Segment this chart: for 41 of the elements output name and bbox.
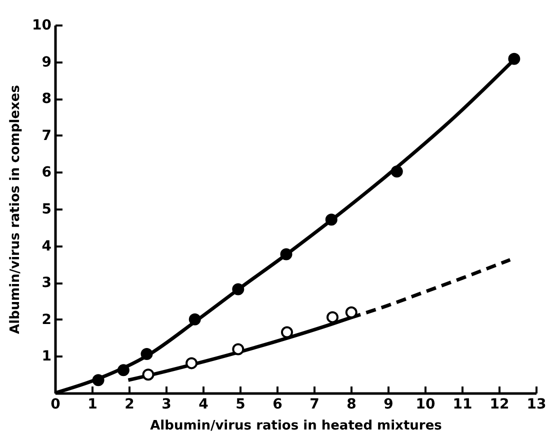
- point: [508, 52, 520, 65]
- x-tick-label: 0: [50, 396, 61, 412]
- x-tick-label: 3: [162, 396, 172, 412]
- y-tick-label: 9: [42, 54, 52, 70]
- x-tick-label: 9: [384, 396, 394, 412]
- y-tick-label: 3: [42, 275, 52, 292]
- point: [117, 364, 130, 376]
- point: [232, 343, 244, 356]
- y-tick-label: 4: [42, 238, 52, 254]
- x-tick-label: 4: [198, 396, 209, 412]
- x-tick-label: 10: [416, 396, 436, 412]
- point: [186, 357, 198, 370]
- point: [232, 283, 244, 296]
- y-axis-title: Albumin/virus ratios in complexes: [8, 84, 24, 334]
- x-tick-label: 1: [88, 396, 98, 412]
- point: [92, 374, 104, 386]
- point: [140, 348, 153, 360]
- x-tick-label: 12: [490, 396, 510, 412]
- point: [280, 326, 293, 338]
- point: [345, 306, 358, 318]
- y-tick-label: 7: [42, 128, 52, 144]
- y-tick-label: 8: [42, 91, 52, 108]
- x-tick-label: 6: [272, 396, 282, 412]
- point: [326, 311, 338, 324]
- point: [325, 214, 338, 226]
- point: [390, 165, 403, 178]
- y-tick-label: 1: [42, 348, 52, 365]
- point: [142, 368, 154, 381]
- x-tick-label: 11: [452, 396, 472, 412]
- x-axis-title: Albumin/virus ratios in heated mixtures: [150, 418, 442, 434]
- y-tick-label: 5: [42, 202, 52, 218]
- x-tick-label: 13: [526, 396, 546, 412]
- y-tick-label: 2: [42, 312, 52, 328]
- x-tick-label: 2: [124, 396, 134, 412]
- y-tick-label: 6: [42, 164, 52, 181]
- x-tick-label: 7: [310, 396, 320, 412]
- point: [280, 248, 292, 260]
- x-tick-label: 8: [346, 396, 356, 412]
- x-tick-label: 5: [236, 396, 246, 412]
- y-tick-label: 10: [32, 18, 52, 34]
- point: [188, 313, 201, 326]
